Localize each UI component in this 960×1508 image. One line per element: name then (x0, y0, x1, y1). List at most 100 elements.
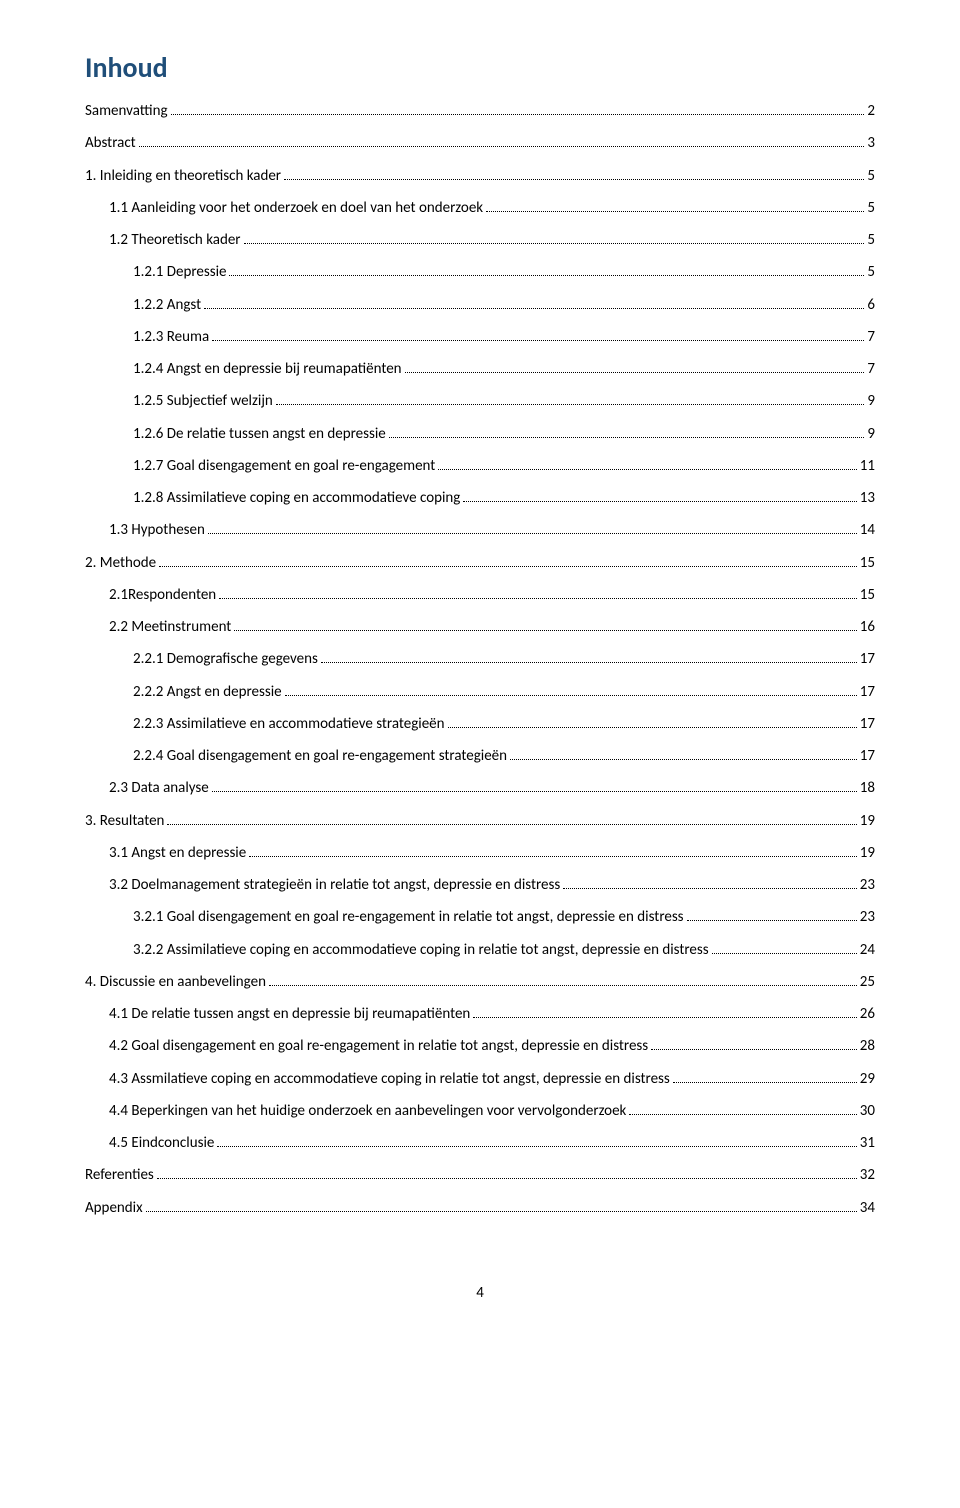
toc-entry-label: 4.3 Assmilatieve coping en accommodatiev… (109, 1063, 670, 1095)
toc-entry-label: Referenties (85, 1159, 154, 1191)
toc-leader-dots (171, 114, 865, 115)
toc-entry-page: 5 (867, 256, 875, 288)
toc-entry-label: 1.2.5 Subjectief welzijn (133, 385, 273, 417)
toc-entry-page: 15 (860, 547, 875, 579)
toc-entry: 1.1 Aanleiding voor het onderzoek en doe… (85, 192, 875, 224)
toc-leader-dots (673, 1082, 857, 1083)
toc-entry-page: 5 (867, 192, 875, 224)
toc-entry-page: 23 (860, 901, 875, 933)
toc-leader-dots (167, 824, 856, 825)
toc-leader-dots (212, 791, 857, 792)
toc-entry-label: 4.4 Beperkingen van het huidige onderzoe… (109, 1095, 626, 1127)
toc-leader-dots (212, 340, 864, 341)
toc-entry: 3.2.2 Assimilatieve coping en accommodat… (85, 934, 875, 966)
toc-leader-dots (321, 662, 857, 663)
toc-entry: 2.2.3 Assimilatieve en accommodatieve st… (85, 708, 875, 740)
toc-entry-label: 1.2.6 De relatie tussen angst en depress… (133, 418, 386, 450)
toc-leader-dots (687, 920, 857, 921)
toc-entry-label: 1.2.7 Goal disengagement en goal re-enga… (133, 450, 435, 482)
toc-leader-dots (486, 211, 864, 212)
toc-entry: 1.2.4 Angst en depressie bij reumapatiën… (85, 353, 875, 385)
toc-entry-page: 18 (860, 772, 875, 804)
toc-entry-page: 2 (867, 95, 875, 127)
toc-entry-label: 1.2.3 Reuma (133, 321, 209, 353)
toc-leader-dots (510, 759, 857, 760)
toc-entry: 2.2 Meetinstrument16 (85, 611, 875, 643)
toc-entry: 2.2.2 Angst en depressie17 (85, 676, 875, 708)
toc-title: Inhoud (85, 50, 875, 85)
toc-entry: Appendix 34 (85, 1192, 875, 1224)
toc-entry-label: 4.1 De relatie tussen angst en depressie… (109, 998, 470, 1030)
toc-leader-dots (629, 1114, 856, 1115)
toc-entry: 2.2.1 Demografische gegevens17 (85, 643, 875, 675)
toc-entry-page: 6 (867, 289, 875, 321)
toc-entry: 3.1 Angst en depressie19 (85, 837, 875, 869)
toc-entry-label: 2.2.4 Goal disengagement en goal re-enga… (133, 740, 507, 772)
toc-entry: 2.3 Data analyse18 (85, 772, 875, 804)
toc-leader-dots (244, 243, 865, 244)
toc-entry-label: Appendix (85, 1192, 143, 1224)
toc-entry-label: 4. Discussie en aanbevelingen (85, 966, 266, 998)
toc-leader-dots (139, 146, 865, 147)
toc-entry: 1.3 Hypothesen 14 (85, 514, 875, 546)
toc-entry: 3. Resultaten19 (85, 805, 875, 837)
toc-entry-label: 1.2.1 Depressie (133, 256, 226, 288)
toc-leader-dots (448, 727, 857, 728)
toc-entry: 1.2.6 De relatie tussen angst en depress… (85, 418, 875, 450)
toc-entry: 4.1 De relatie tussen angst en depressie… (85, 998, 875, 1030)
toc-entry-page: 19 (860, 837, 875, 869)
toc-entry: 4.4 Beperkingen van het huidige onderzoe… (85, 1095, 875, 1127)
toc-leader-dots (389, 437, 865, 438)
toc-entry: 1.2.5 Subjectief welzijn 9 (85, 385, 875, 417)
toc-entry-page: 28 (860, 1030, 875, 1062)
toc-entry-label: 4.5 Eindconclusie (109, 1127, 214, 1159)
toc-entry: Samenvatting2 (85, 95, 875, 127)
toc-entry-label: 1.2.8 Assimilatieve coping en accommodat… (133, 482, 460, 514)
toc-entry-label: 3. Resultaten (85, 805, 164, 837)
toc-entry-label: 1. Inleiding en theoretisch kader (85, 160, 281, 192)
toc-leader-dots (285, 695, 857, 696)
toc-entry-page: 17 (860, 740, 875, 772)
toc-entry-page: 14 (860, 514, 875, 546)
toc-leader-dots (249, 856, 857, 857)
toc-entry-page: 7 (867, 321, 875, 353)
toc-entry-page: 17 (860, 708, 875, 740)
toc-entry-page: 15 (860, 579, 875, 611)
toc-entry: 3.2.1 Goal disengagement en goal re-enga… (85, 901, 875, 933)
toc-entry-page: 31 (860, 1127, 875, 1159)
toc-entry-label: Abstract (85, 127, 136, 159)
toc-leader-dots (234, 630, 856, 631)
toc-leader-dots (712, 953, 857, 954)
toc-entry-page: 34 (860, 1192, 875, 1224)
toc-entry-label: 1.3 Hypothesen (109, 514, 205, 546)
toc-entry-label: 1.2.4 Angst en depressie bij reumapatiën… (133, 353, 402, 385)
toc-leader-dots (563, 888, 857, 889)
toc-entry-label: 3.2.1 Goal disengagement en goal re-enga… (133, 901, 684, 933)
toc-entry-page: 11 (860, 450, 875, 482)
toc-leader-dots (284, 179, 864, 180)
toc-entry-page: 3 (867, 127, 875, 159)
toc-entry-page: 7 (867, 353, 875, 385)
toc-entry: 1. Inleiding en theoretisch kader 5 (85, 160, 875, 192)
toc-entry: 1.2.7 Goal disengagement en goal re-enga… (85, 450, 875, 482)
toc-entry: 4.3 Assmilatieve coping en accommodatiev… (85, 1063, 875, 1095)
toc-leader-dots (208, 533, 857, 534)
toc-entry-label: 1.2.2 Angst (133, 289, 201, 321)
toc-entry-page: 24 (860, 934, 875, 966)
toc-entry-page: 5 (867, 160, 875, 192)
toc-leader-dots (159, 566, 857, 567)
toc-entry-page: 9 (867, 385, 875, 417)
toc-entry: 1.2.3 Reuma 7 (85, 321, 875, 353)
toc-entry: 1.2.2 Angst 6 (85, 289, 875, 321)
toc-entry-page: 29 (860, 1063, 875, 1095)
toc-entry-page: 9 (867, 418, 875, 450)
toc-entry-label: 2. Methode (85, 547, 156, 579)
toc-entry: 1.2.8 Assimilatieve coping en accommodat… (85, 482, 875, 514)
toc-leader-dots (157, 1178, 857, 1179)
toc-leader-dots (463, 501, 856, 502)
toc-entry-page: 32 (860, 1159, 875, 1191)
toc-leader-dots (204, 308, 864, 309)
toc-entry-page: 30 (860, 1095, 875, 1127)
toc-entry-page: 17 (860, 643, 875, 675)
toc-entry: 4.2 Goal disengagement en goal re-engage… (85, 1030, 875, 1062)
